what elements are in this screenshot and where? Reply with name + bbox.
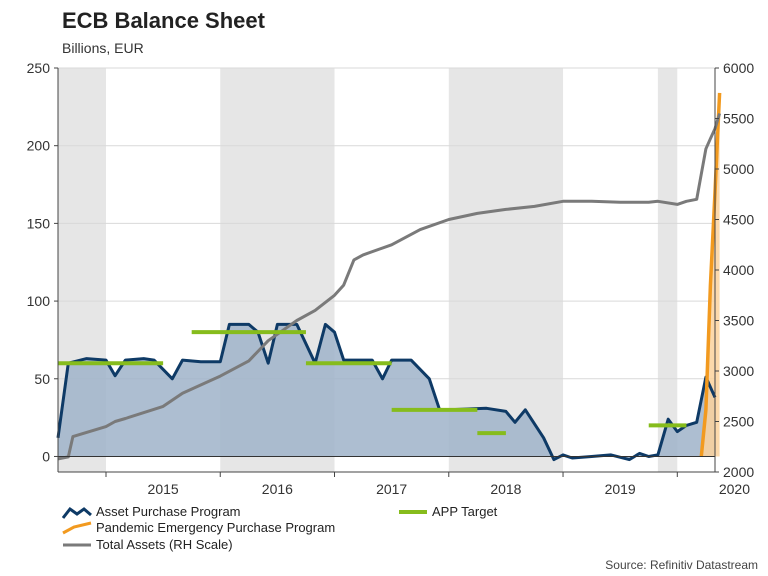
source-note: Source: Refinitiv Datastream: [605, 558, 758, 572]
legend-swatch-pepp: [62, 521, 92, 535]
right-tick-label-4000: 4000: [723, 262, 754, 278]
legend-label-target: APP Target: [432, 504, 498, 519]
left-tick-label-100: 100: [27, 293, 51, 309]
legend-item-target: APP Target: [398, 504, 497, 519]
legend-item-pepp: Pandemic Emergency Purchase Program: [62, 520, 335, 535]
year-label-2019: 2019: [605, 481, 636, 497]
right-tick-label-5000: 5000: [723, 161, 754, 177]
chart-subtitle: Billions, EUR: [62, 40, 144, 56]
line-app: [56, 322, 717, 462]
left-tick-label-150: 150: [27, 215, 51, 231]
year-label-2020: 2020: [719, 481, 750, 497]
left-tick-label-50: 50: [34, 371, 50, 387]
right-tick-label-2500: 2500: [723, 414, 754, 430]
left-tick-label-0: 0: [42, 448, 50, 464]
right-tick-label-3000: 3000: [723, 363, 754, 379]
line-total-assets: [57, 113, 722, 461]
legend-swatch-app: [61, 505, 92, 519]
legend-swatch-target: [398, 505, 428, 519]
legend-swatch-total: [62, 538, 92, 552]
shaded-band-2: [448, 68, 564, 472]
right-tick-label-5500: 5500: [723, 111, 754, 127]
year-label-2018: 2018: [490, 481, 521, 497]
area-app: [58, 324, 715, 460]
legend-item-total: Total Assets (RH Scale): [62, 537, 233, 552]
left-tick-label-200: 200: [27, 138, 51, 154]
year-label-2015: 2015: [148, 481, 179, 497]
left-tick-label-250: 250: [27, 60, 51, 76]
year-label-2016: 2016: [262, 481, 293, 497]
line-pepp: [699, 92, 722, 457]
chart-title: ECB Balance Sheet: [62, 8, 265, 33]
legend-label-total: Total Assets (RH Scale): [96, 537, 233, 552]
right-tick-label-4500: 4500: [723, 212, 754, 228]
shaded-band-3: [657, 68, 678, 472]
year-label-2017: 2017: [376, 481, 407, 497]
right-tick-label-6000: 6000: [723, 60, 754, 76]
legend-label-app: Asset Purchase Program: [96, 504, 241, 519]
legend-label-pepp: Pandemic Emergency Purchase Program: [96, 520, 336, 535]
legend-item-app: Asset Purchase Program: [61, 504, 241, 519]
right-tick-label-3500: 3500: [723, 313, 754, 329]
right-tick-label-2000: 2000: [723, 464, 754, 480]
